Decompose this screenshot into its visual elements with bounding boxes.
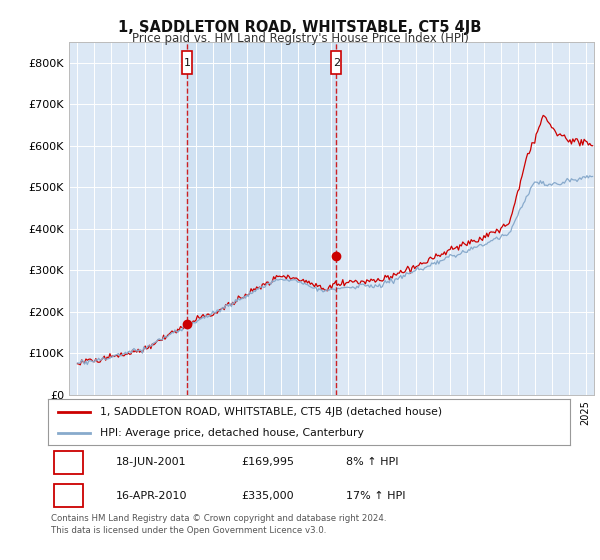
Text: £169,995: £169,995	[241, 457, 294, 467]
Text: HPI: Average price, detached house, Canterbury: HPI: Average price, detached house, Cant…	[100, 428, 364, 438]
Text: 1, SADDLETON ROAD, WHITSTABLE, CT5 4JB: 1, SADDLETON ROAD, WHITSTABLE, CT5 4JB	[118, 20, 482, 35]
Bar	[187, 42, 337, 395]
Text: 2: 2	[333, 58, 340, 68]
Text: 8% ↑ HPI: 8% ↑ HPI	[346, 457, 398, 467]
Text: 18-JUN-2001: 18-JUN-2001	[116, 457, 187, 467]
Text: 1: 1	[184, 58, 190, 68]
Text: 1, SADDLETON ROAD, WHITSTABLE, CT5 4JB (detached house): 1, SADDLETON ROAD, WHITSTABLE, CT5 4JB (…	[100, 407, 442, 417]
FancyBboxPatch shape	[182, 52, 192, 74]
Text: 16-APR-2010: 16-APR-2010	[116, 491, 187, 501]
Text: Contains HM Land Registry data © Crown copyright and database right 2024.
This d: Contains HM Land Registry data © Crown c…	[51, 514, 386, 535]
Text: Price paid vs. HM Land Registry's House Price Index (HPI): Price paid vs. HM Land Registry's House …	[131, 32, 469, 45]
FancyBboxPatch shape	[54, 484, 83, 507]
Text: 1: 1	[65, 456, 72, 469]
FancyBboxPatch shape	[331, 52, 341, 74]
FancyBboxPatch shape	[54, 451, 83, 474]
Text: 17% ↑ HPI: 17% ↑ HPI	[346, 491, 405, 501]
Text: 2: 2	[65, 489, 72, 502]
Text: £335,000: £335,000	[241, 491, 294, 501]
